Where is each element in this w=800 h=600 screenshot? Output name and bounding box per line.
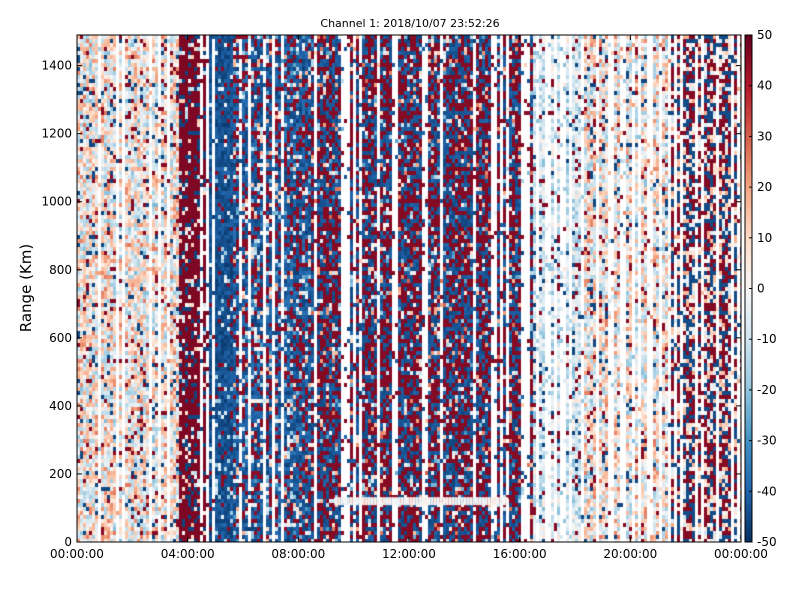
colorbar-tick-label: -10 [757, 332, 777, 346]
x-tick-label: 12:00:00 [382, 547, 436, 561]
colorbar-gradient [745, 35, 752, 542]
y-tick-label: 800 [49, 263, 72, 277]
x-tick-label: 16:00:00 [493, 547, 547, 561]
y-tick-label: 1000 [41, 195, 72, 209]
x-axis-ticks: 00:00:00 04:00:00 08:00:00 12:00:00 16:00:00… [50, 35, 768, 561]
y-tick-label: 1400 [41, 59, 72, 73]
colorbar-tick-label: 10 [757, 231, 772, 245]
y-tick-label: 0 [64, 535, 72, 549]
colorbar-tick-label: 20 [757, 180, 772, 194]
x-tick-label: 00:00:00 [50, 547, 104, 561]
y-tick-label: 1200 [41, 127, 72, 141]
colorbar-tick-label: -30 [757, 434, 777, 448]
plot-frame [76, 34, 742, 543]
x-tick-label: 00:00:00 [714, 547, 768, 561]
colorbar-tick-label: -20 [757, 383, 777, 397]
x-tick-label: 08:00:00 [271, 547, 325, 561]
y-tick-label: 600 [49, 331, 72, 345]
x-tick-label: 20:00:00 [603, 547, 657, 561]
colorbar-tick-label: 50 [757, 28, 772, 42]
y-tick-label: 400 [49, 399, 72, 413]
colorbar-tick-label: -40 [757, 484, 777, 498]
colorbar-ticks: 50 40 30 20 10 0 -10 -20 -30 -40 -50 [749, 28, 777, 549]
colorbar-tick-label: 0 [757, 282, 765, 296]
colorbar-tick-label: -50 [757, 535, 777, 549]
y-axis-label: Range (Km) [17, 244, 35, 332]
colorbar-tick-label: 30 [757, 129, 772, 143]
colorbar-tick-label: 40 [757, 79, 772, 93]
rti-heatmap [77, 35, 741, 542]
y-axis-ticks: 0 200 400 600 800 1000 1200 1400 [41, 59, 741, 549]
x-tick-label: 04:00:00 [161, 547, 215, 561]
chart-title: Channel 1: 2018/10/07 23:52:26 [320, 17, 499, 30]
y-tick-label: 200 [49, 467, 72, 481]
